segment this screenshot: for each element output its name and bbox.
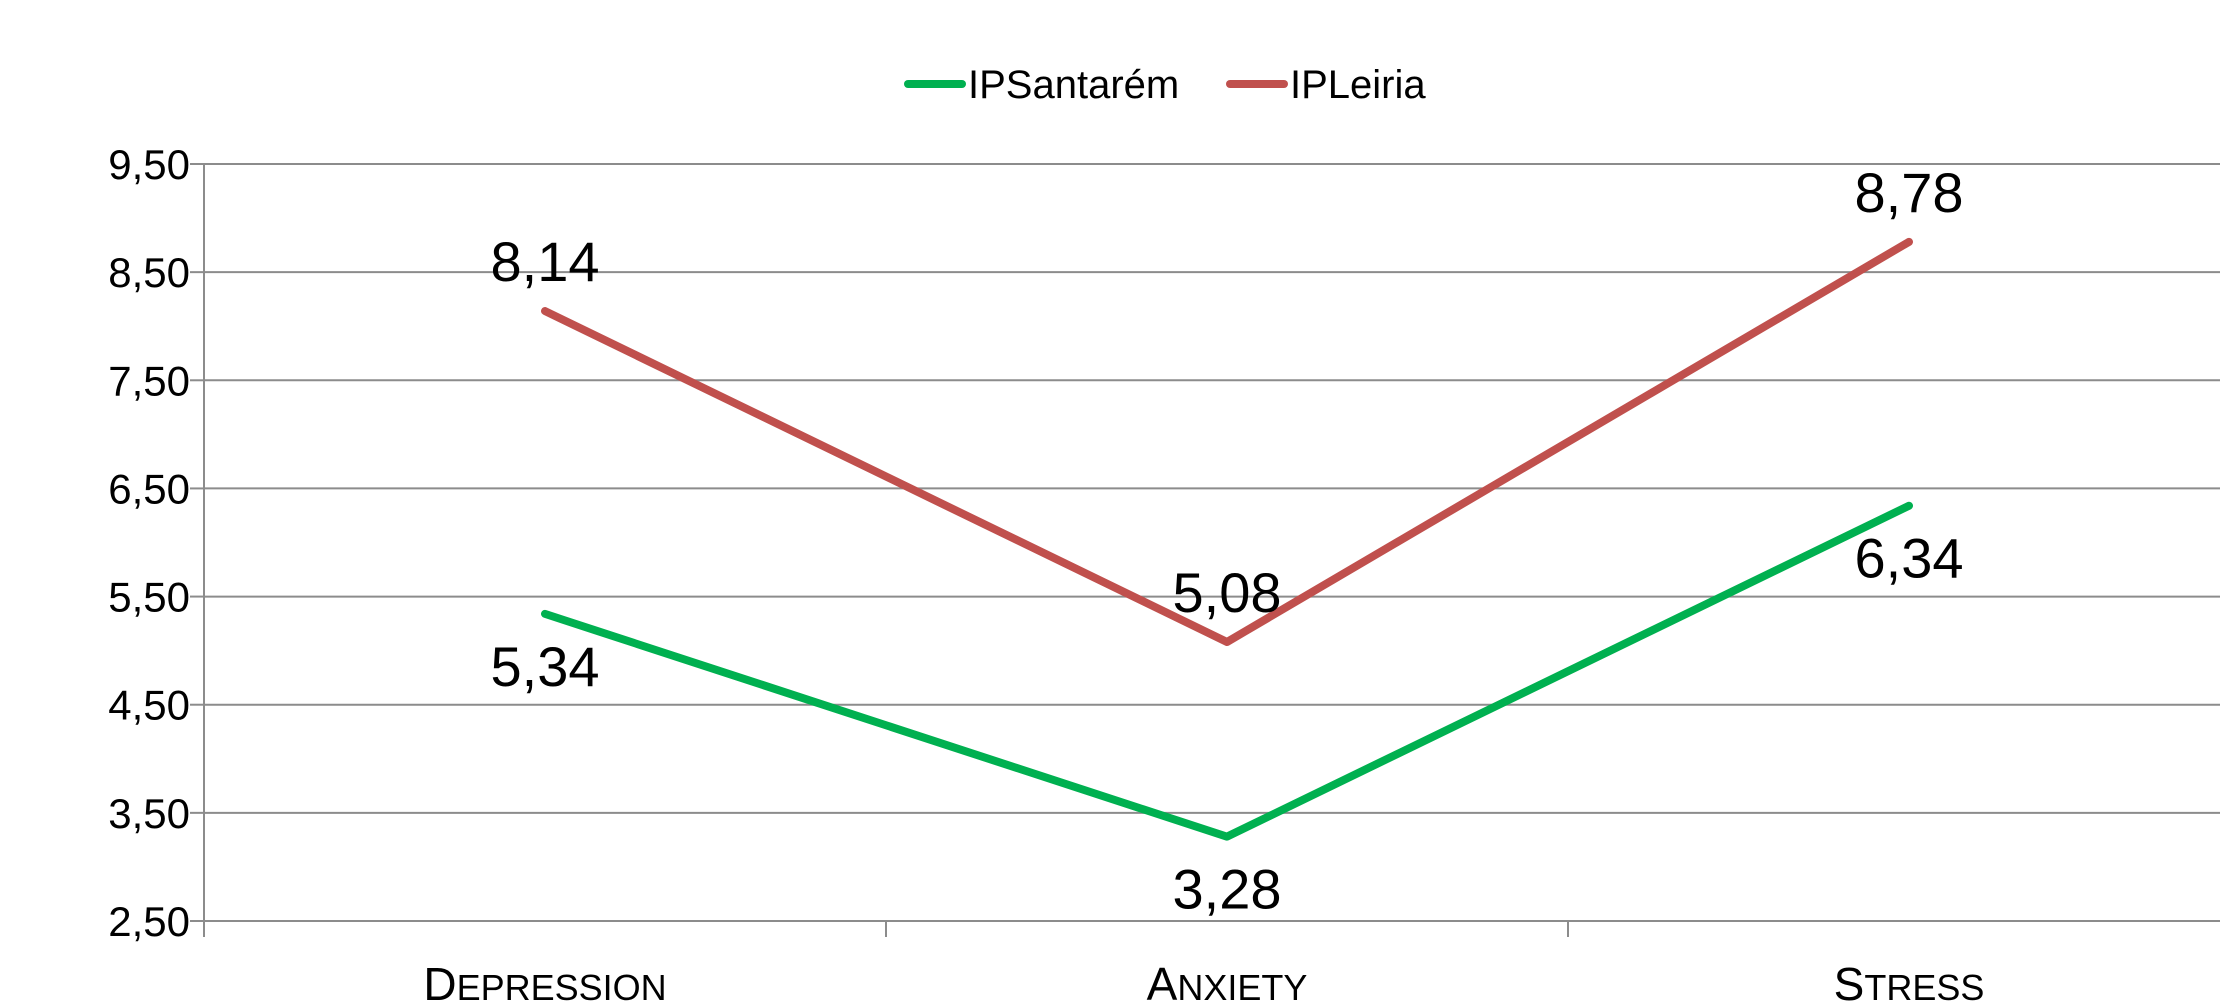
data-label: 6,34 bbox=[1855, 527, 1964, 590]
x-tick-label: ANXIETY bbox=[1147, 958, 1308, 1006]
y-tick-label: 7,50 bbox=[108, 357, 190, 404]
data-point bbox=[1226, 835, 1228, 838]
data-label: 3,28 bbox=[1173, 858, 1282, 921]
y-tick-label: 2,50 bbox=[108, 898, 190, 945]
data-point bbox=[544, 612, 546, 615]
legend: IPSantarém IPLeiria bbox=[904, 63, 1426, 107]
data-label: 5,08 bbox=[1173, 561, 1282, 624]
data-point bbox=[1908, 504, 1910, 507]
legend-label: IPLeiria bbox=[1290, 63, 1426, 107]
y-tick-label: 8,50 bbox=[108, 249, 190, 296]
series-lines bbox=[541, 237, 1913, 841]
data-labels: 5,34 3,28 6,34 8,14 5,08 8,78 bbox=[491, 161, 1964, 921]
data-point bbox=[1908, 240, 1910, 243]
y-axis: 9,50 8,50 7,50 6,50 5,50 4,50 3,50 2,50 bbox=[108, 141, 205, 945]
y-tick-label: 3,50 bbox=[108, 790, 190, 837]
x-tick-label: DEPRESSION bbox=[423, 958, 666, 1006]
data-label: 8,78 bbox=[1855, 161, 1964, 224]
data-label: 5,34 bbox=[491, 635, 600, 698]
data-label: 8,14 bbox=[491, 230, 600, 293]
data-point bbox=[544, 310, 546, 313]
y-tick-label: 5,50 bbox=[108, 574, 190, 621]
series-line-0 bbox=[541, 501, 1913, 841]
gridlines bbox=[204, 163, 2220, 922]
y-tick-label: 6,50 bbox=[108, 465, 190, 512]
x-axis: DEPRESSION ANXIETY STRESS bbox=[203, 921, 1985, 1006]
legend-label: IPSantarém bbox=[968, 63, 1179, 107]
data-point bbox=[1226, 640, 1228, 643]
y-tick-label: 4,50 bbox=[108, 682, 190, 729]
y-tick-label: 9,50 bbox=[108, 141, 190, 188]
x-tick-label: STRESS bbox=[1834, 958, 1985, 1006]
